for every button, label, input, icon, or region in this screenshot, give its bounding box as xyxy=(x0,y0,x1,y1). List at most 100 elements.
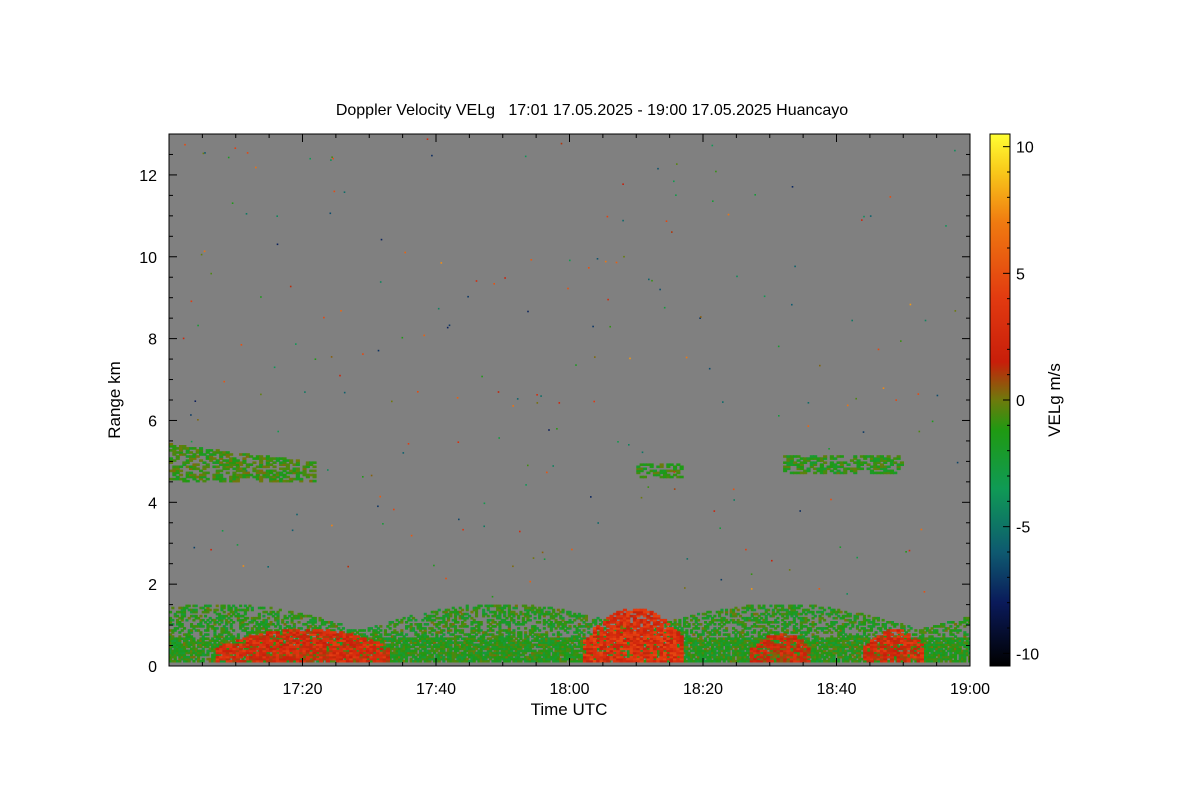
noise-speckle xyxy=(700,316,702,318)
x-axis-label: Time UTC xyxy=(531,700,608,719)
noise-speckle xyxy=(673,488,676,490)
noise-speckle xyxy=(407,443,410,445)
noise-speckle xyxy=(648,278,650,281)
noise-speckle xyxy=(594,356,596,358)
noise-speckle xyxy=(569,259,571,262)
noise-speckle xyxy=(750,588,753,590)
noise-speckle xyxy=(273,366,276,369)
noise-speckle xyxy=(541,551,544,554)
noise-speckle xyxy=(684,587,686,589)
noise-speckle xyxy=(846,593,848,595)
noise-speckle xyxy=(236,544,239,546)
noise-speckle xyxy=(347,565,349,568)
noise-speckle xyxy=(331,524,333,527)
noise-speckle xyxy=(552,465,554,467)
colorbar-label: VELg m/s xyxy=(1045,363,1064,437)
noise-speckle xyxy=(379,495,381,498)
echo-region xyxy=(783,455,904,475)
noise-speckle xyxy=(560,142,563,145)
noise-speckle xyxy=(788,569,791,571)
noise-speckle xyxy=(462,528,464,531)
noise-speckle xyxy=(417,391,419,393)
noise-speckle xyxy=(851,319,853,322)
noise-speckle xyxy=(540,395,542,397)
noise-speckle xyxy=(379,281,382,283)
noise-speckle xyxy=(240,344,243,346)
noise-speckle xyxy=(720,578,723,581)
noise-speckle xyxy=(204,152,206,154)
noise-speckle xyxy=(246,152,249,154)
x-tick-label: 19:00 xyxy=(950,681,990,698)
noise-speckle xyxy=(194,400,197,402)
noise-speckle xyxy=(609,325,611,328)
noise-speckle xyxy=(733,499,735,501)
noise-speckle xyxy=(936,394,939,397)
noise-speckle xyxy=(604,260,607,263)
noise-speckle xyxy=(671,231,673,233)
noise-speckle xyxy=(296,513,298,516)
colorbar-tick-label: -10 xyxy=(1016,646,1039,663)
noise-speckle xyxy=(869,215,872,217)
noise-speckle xyxy=(504,277,506,279)
noise-speckle xyxy=(448,324,451,327)
noise-speckle xyxy=(339,374,341,377)
noise-speckle xyxy=(329,212,332,215)
noise-speckle xyxy=(686,558,689,560)
y-tick-label: 4 xyxy=(148,495,157,512)
noise-speckle xyxy=(483,525,485,528)
noise-speckle xyxy=(593,400,595,403)
x-tick-label: 17:20 xyxy=(282,681,322,698)
noise-speckle xyxy=(745,548,747,551)
noise-speckle xyxy=(536,402,539,404)
noise-speckle xyxy=(193,546,196,549)
noise-speckle xyxy=(401,336,404,339)
noise-speckle xyxy=(493,283,495,285)
noise-speckle xyxy=(640,496,643,499)
y-axis-label: Range km xyxy=(105,361,124,438)
noise-speckle xyxy=(481,375,483,378)
noise-speckle xyxy=(362,476,364,478)
noise-speckle xyxy=(791,303,793,306)
noise-speckle xyxy=(202,152,205,155)
noise-speckle xyxy=(467,295,469,298)
noise-speckle xyxy=(924,319,927,322)
noise-speckle xyxy=(908,549,911,552)
x-tick-label: 17:40 xyxy=(416,681,456,698)
noise-speckle xyxy=(954,310,957,312)
noise-speckle xyxy=(529,580,531,583)
noise-speckle xyxy=(575,364,577,366)
noise-speckle xyxy=(332,157,334,160)
noise-speckle xyxy=(923,591,926,593)
noise-speckle xyxy=(532,557,535,559)
noise-speckle xyxy=(323,316,325,319)
noise-speckle xyxy=(673,180,675,183)
noise-speckle xyxy=(606,215,609,218)
noise-speckle xyxy=(190,440,193,443)
noise-speckle xyxy=(536,394,538,396)
noise-speckle xyxy=(567,287,569,290)
noise-speckle xyxy=(491,595,494,598)
noise-speckle xyxy=(819,364,821,367)
noise-speckle xyxy=(289,285,292,288)
noise-speckle xyxy=(516,398,519,400)
noise-speckle xyxy=(210,548,212,551)
noise-speckle xyxy=(277,430,279,433)
noise-speckle xyxy=(861,219,863,221)
noise-speckle xyxy=(862,431,865,433)
noise-speckle xyxy=(456,397,459,399)
noise-speckle xyxy=(917,393,920,395)
y-tick-label: 12 xyxy=(139,168,157,185)
x-tick-labels: 17:20 17:40 18:00 18:20 18:40 19:00 xyxy=(282,681,990,698)
noise-speckle xyxy=(556,428,558,430)
noise-speckle xyxy=(592,325,594,328)
noise-speckle xyxy=(431,154,433,157)
noise-speckle xyxy=(260,393,262,396)
noise-speckle xyxy=(839,546,842,548)
noise-speckle xyxy=(663,306,666,309)
y-tick-label: 2 xyxy=(148,577,157,594)
x-tick-label: 18:20 xyxy=(683,681,723,698)
noise-speckle xyxy=(234,147,237,149)
noise-speckle xyxy=(954,149,956,152)
noise-speckle xyxy=(818,588,821,590)
colorbar-tick-label: -5 xyxy=(1016,520,1030,537)
